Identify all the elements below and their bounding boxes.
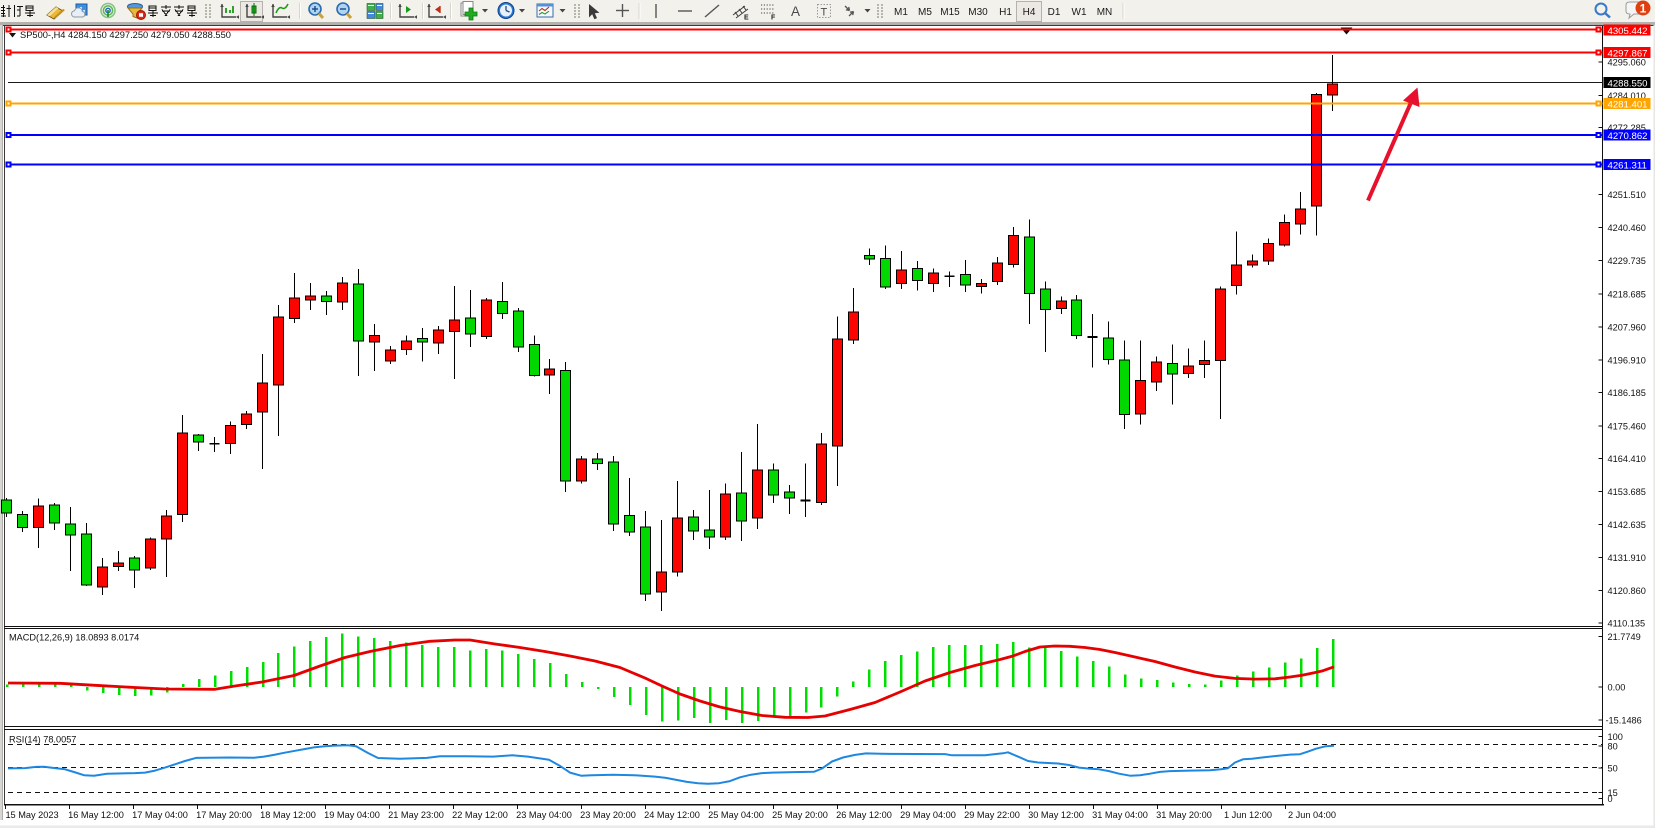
svg-text:W1: W1 (1072, 7, 1087, 18)
svg-text:31 May 20:00: 31 May 20:00 (1156, 810, 1212, 820)
svg-text:SP500-,H4 4284.150 4297.250 4: SP500-,H4 4284.150 4297.250 4279.050 428… (20, 30, 231, 40)
svg-text:24 May 12:00: 24 May 12:00 (644, 810, 700, 820)
svg-text:21 May 23:00: 21 May 23:00 (388, 810, 444, 820)
svg-text:4207.960: 4207.960 (1608, 323, 1646, 333)
svg-text:4142.635: 4142.635 (1608, 520, 1646, 530)
svg-text:M5: M5 (918, 7, 932, 18)
svg-text:4272.285: 4272.285 (1608, 123, 1646, 133)
svg-text:MACD(12,26,9) 18.0893 8.0174: MACD(12,26,9) 18.0893 8.0174 (9, 633, 139, 643)
svg-text:4153.685: 4153.685 (1608, 487, 1646, 497)
svg-text:17 May 04:00: 17 May 04:00 (132, 810, 188, 820)
svg-text:M30: M30 (968, 7, 988, 18)
svg-text:4120.860: 4120.860 (1608, 586, 1646, 596)
svg-text:29 May 04:00: 29 May 04:00 (900, 810, 956, 820)
svg-text:-15.1486: -15.1486 (1606, 716, 1642, 726)
svg-text:4261.311: 4261.311 (1608, 160, 1647, 171)
svg-text:22 May 12:00: 22 May 12:00 (452, 810, 508, 820)
svg-text:4186.185: 4186.185 (1608, 388, 1646, 398)
svg-text:26 May 12:00: 26 May 12:00 (836, 810, 892, 820)
svg-text:17 May 20:00: 17 May 20:00 (196, 810, 252, 820)
svg-text:16 May 12:00: 16 May 12:00 (68, 810, 124, 820)
svg-text:4305.442: 4305.442 (1608, 26, 1648, 37)
svg-text:H4: H4 (1023, 7, 1036, 18)
svg-text:25 May 04:00: 25 May 04:00 (708, 810, 764, 820)
svg-text:29 May 22:00: 29 May 22:00 (964, 810, 1020, 820)
svg-text:23 May 04:00: 23 May 04:00 (516, 810, 572, 820)
svg-text:21.7749: 21.7749 (1608, 632, 1641, 642)
svg-text:MN: MN (1097, 7, 1113, 18)
svg-text:1: 1 (1640, 2, 1647, 16)
svg-text:4229.735: 4229.735 (1608, 256, 1646, 266)
svg-text:A: A (791, 4, 800, 19)
svg-text:4218.685: 4218.685 (1608, 290, 1646, 300)
svg-text:4196.910: 4196.910 (1608, 356, 1646, 366)
svg-text:30 May 12:00: 30 May 12:00 (1028, 810, 1084, 820)
svg-text:4251.510: 4251.510 (1608, 190, 1646, 200)
svg-text:RSI(14) 78.0057: RSI(14) 78.0057 (9, 735, 76, 745)
svg-text:50: 50 (1608, 764, 1618, 774)
svg-text:4175.460: 4175.460 (1608, 422, 1646, 432)
svg-text:18 May 12:00: 18 May 12:00 (260, 810, 316, 820)
svg-text:15: 15 (1608, 788, 1618, 798)
svg-text:0: 0 (1608, 794, 1613, 804)
svg-text:M1: M1 (894, 7, 908, 18)
svg-text:4164.410: 4164.410 (1608, 454, 1646, 464)
svg-text:4110.135: 4110.135 (1608, 619, 1646, 629)
svg-text:4288.550: 4288.550 (1608, 78, 1648, 89)
svg-text:2 Jun 04:00: 2 Jun 04:00 (1288, 810, 1336, 820)
svg-text:E: E (744, 15, 749, 22)
svg-text:0.00: 0.00 (1608, 683, 1626, 693)
svg-text:31 May 04:00: 31 May 04:00 (1092, 810, 1148, 820)
svg-text:4131.910: 4131.910 (1608, 553, 1646, 563)
svg-text:4270.862: 4270.862 (1608, 131, 1648, 142)
svg-text:100: 100 (1608, 732, 1623, 742)
svg-text:4284.010: 4284.010 (1608, 91, 1646, 101)
svg-text:M15: M15 (940, 7, 960, 18)
svg-text:4297.867: 4297.867 (1608, 48, 1648, 59)
svg-text:23 May 20:00: 23 May 20:00 (580, 810, 636, 820)
svg-text:4240.460: 4240.460 (1608, 223, 1646, 233)
svg-text:D1: D1 (1048, 7, 1061, 18)
svg-text:80: 80 (1608, 742, 1618, 752)
svg-text:25 May 20:00: 25 May 20:00 (772, 810, 828, 820)
svg-text:H1: H1 (999, 7, 1012, 18)
svg-text:4281.401: 4281.401 (1608, 99, 1648, 110)
svg-text:T: T (821, 7, 828, 19)
svg-text:4295.060: 4295.060 (1608, 58, 1646, 68)
svg-text:F: F (771, 15, 776, 22)
svg-text:15 May 2023: 15 May 2023 (5, 810, 58, 820)
svg-text:1 Jun 12:00: 1 Jun 12:00 (1224, 810, 1272, 820)
svg-text:19 May 04:00: 19 May 04:00 (324, 810, 380, 820)
